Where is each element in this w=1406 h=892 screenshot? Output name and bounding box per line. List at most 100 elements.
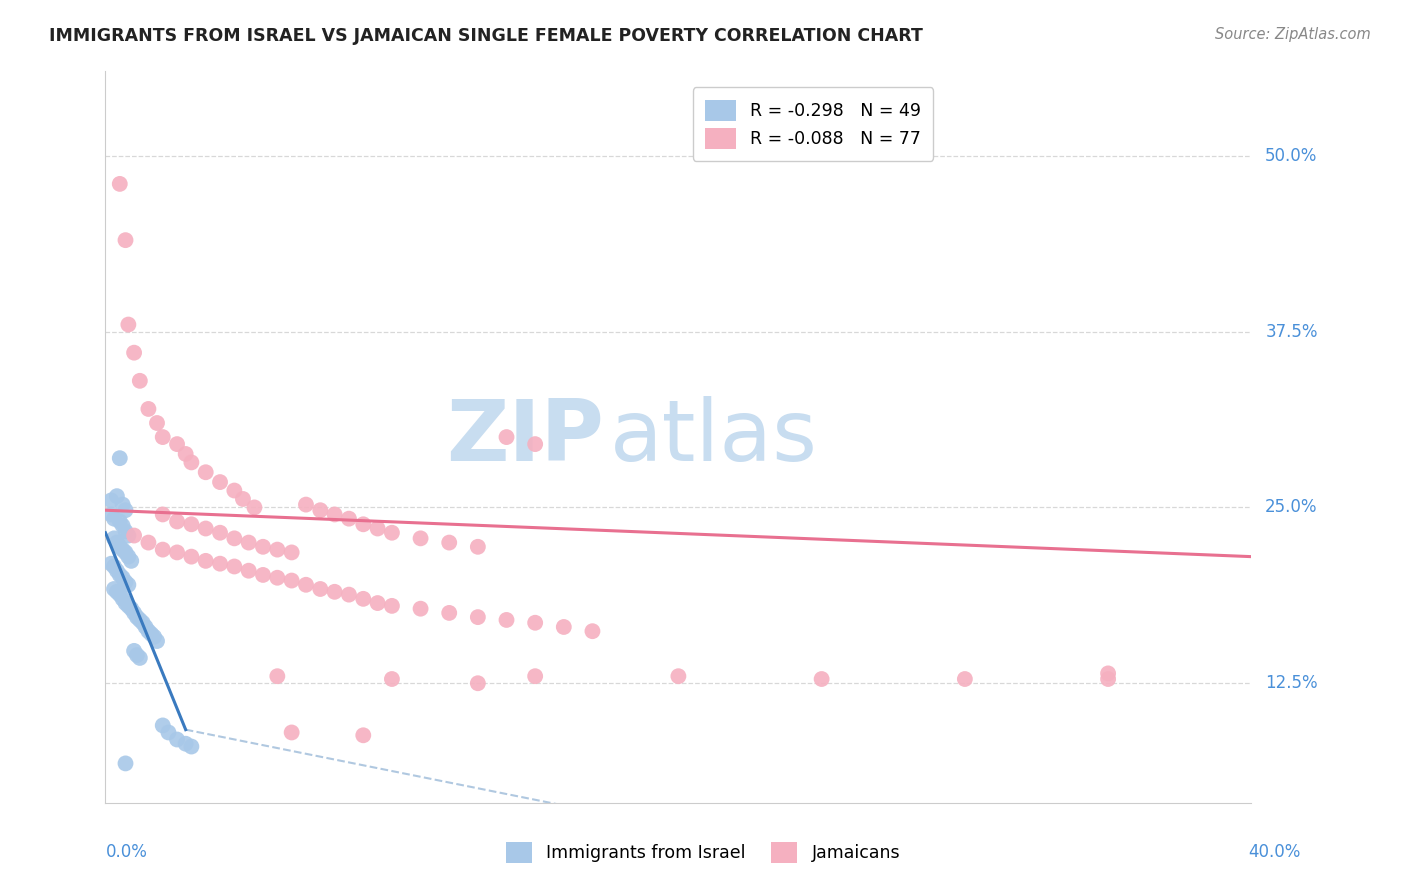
Text: 50.0%: 50.0% <box>1265 147 1317 165</box>
Point <box>180 517 202 532</box>
Point <box>122 644 145 658</box>
Point <box>266 669 288 683</box>
Point <box>114 503 136 517</box>
Point <box>266 571 288 585</box>
Point <box>114 574 136 589</box>
Text: 0.0%: 0.0% <box>105 843 148 861</box>
Text: ZIP: ZIP <box>446 395 605 479</box>
Point <box>128 374 150 388</box>
Point <box>166 545 188 559</box>
Point <box>1097 666 1119 681</box>
Point <box>105 489 128 503</box>
Point <box>180 549 202 564</box>
Text: IMMIGRANTS FROM ISRAEL VS JAMAICAN SINGLE FEMALE POVERTY CORRELATION CHART: IMMIGRANTS FROM ISRAEL VS JAMAICAN SINGL… <box>49 27 924 45</box>
Point <box>309 503 332 517</box>
Point <box>381 525 404 540</box>
Point <box>180 739 202 754</box>
Point <box>152 508 174 522</box>
Point <box>138 624 160 639</box>
Point <box>238 535 260 549</box>
Point <box>114 545 136 559</box>
Point <box>495 613 517 627</box>
Point <box>224 532 246 546</box>
Point <box>409 532 432 546</box>
Point <box>100 508 122 522</box>
Point <box>323 584 346 599</box>
Point <box>117 528 139 542</box>
Point <box>108 588 131 602</box>
Point <box>174 447 197 461</box>
Point <box>352 728 374 742</box>
Point <box>108 177 131 191</box>
Point <box>194 522 217 536</box>
Point <box>581 624 603 639</box>
Point <box>166 732 188 747</box>
Point <box>114 596 136 610</box>
Point <box>138 401 160 416</box>
Point <box>108 451 131 466</box>
Point <box>467 610 489 624</box>
Point <box>108 568 131 582</box>
Point <box>105 535 128 549</box>
Point <box>135 620 157 634</box>
Point <box>238 564 260 578</box>
Point <box>252 540 274 554</box>
Point <box>100 557 122 571</box>
Point <box>266 542 288 557</box>
Point <box>111 542 134 557</box>
Point <box>337 588 360 602</box>
Point <box>108 515 131 529</box>
Point <box>208 557 231 571</box>
Point <box>467 540 489 554</box>
Point <box>280 545 302 559</box>
Point <box>117 578 139 592</box>
Point <box>100 493 122 508</box>
Point <box>309 582 332 596</box>
Point <box>295 498 318 512</box>
Point <box>280 725 302 739</box>
Point <box>1097 672 1119 686</box>
Point <box>128 651 150 665</box>
Point <box>337 511 360 525</box>
Point <box>166 437 188 451</box>
Point <box>352 517 374 532</box>
Point <box>117 318 139 332</box>
Point <box>553 620 575 634</box>
Text: atlas: atlas <box>610 395 818 479</box>
Point <box>367 596 389 610</box>
Point <box>381 672 404 686</box>
Point <box>141 627 163 641</box>
Point <box>194 465 217 479</box>
Point <box>524 669 547 683</box>
Point <box>122 345 145 359</box>
Point <box>152 718 174 732</box>
Legend: R = -0.298   N = 49, R = -0.088   N = 77: R = -0.298 N = 49, R = -0.088 N = 77 <box>693 87 934 161</box>
Text: 12.5%: 12.5% <box>1265 674 1317 692</box>
Point <box>111 571 134 585</box>
Point <box>194 554 217 568</box>
Point <box>953 672 976 686</box>
Point <box>143 630 166 644</box>
Point <box>108 540 131 554</box>
Point <box>117 599 139 613</box>
Point <box>208 525 231 540</box>
Point <box>114 756 136 771</box>
Point <box>409 601 432 615</box>
Point <box>495 430 517 444</box>
Point <box>117 549 139 564</box>
Point <box>666 669 689 683</box>
Point <box>111 591 134 606</box>
Text: 40.0%: 40.0% <box>1249 843 1301 861</box>
Point <box>180 455 202 469</box>
Point <box>208 475 231 489</box>
Point <box>367 522 389 536</box>
Point <box>120 554 142 568</box>
Point <box>224 559 246 574</box>
Point <box>467 676 489 690</box>
Point <box>152 542 174 557</box>
Point <box>105 584 128 599</box>
Legend: Immigrants from Israel, Jamaicans: Immigrants from Israel, Jamaicans <box>499 835 907 870</box>
Point <box>103 511 125 525</box>
Point <box>122 528 145 542</box>
Point <box>125 610 148 624</box>
